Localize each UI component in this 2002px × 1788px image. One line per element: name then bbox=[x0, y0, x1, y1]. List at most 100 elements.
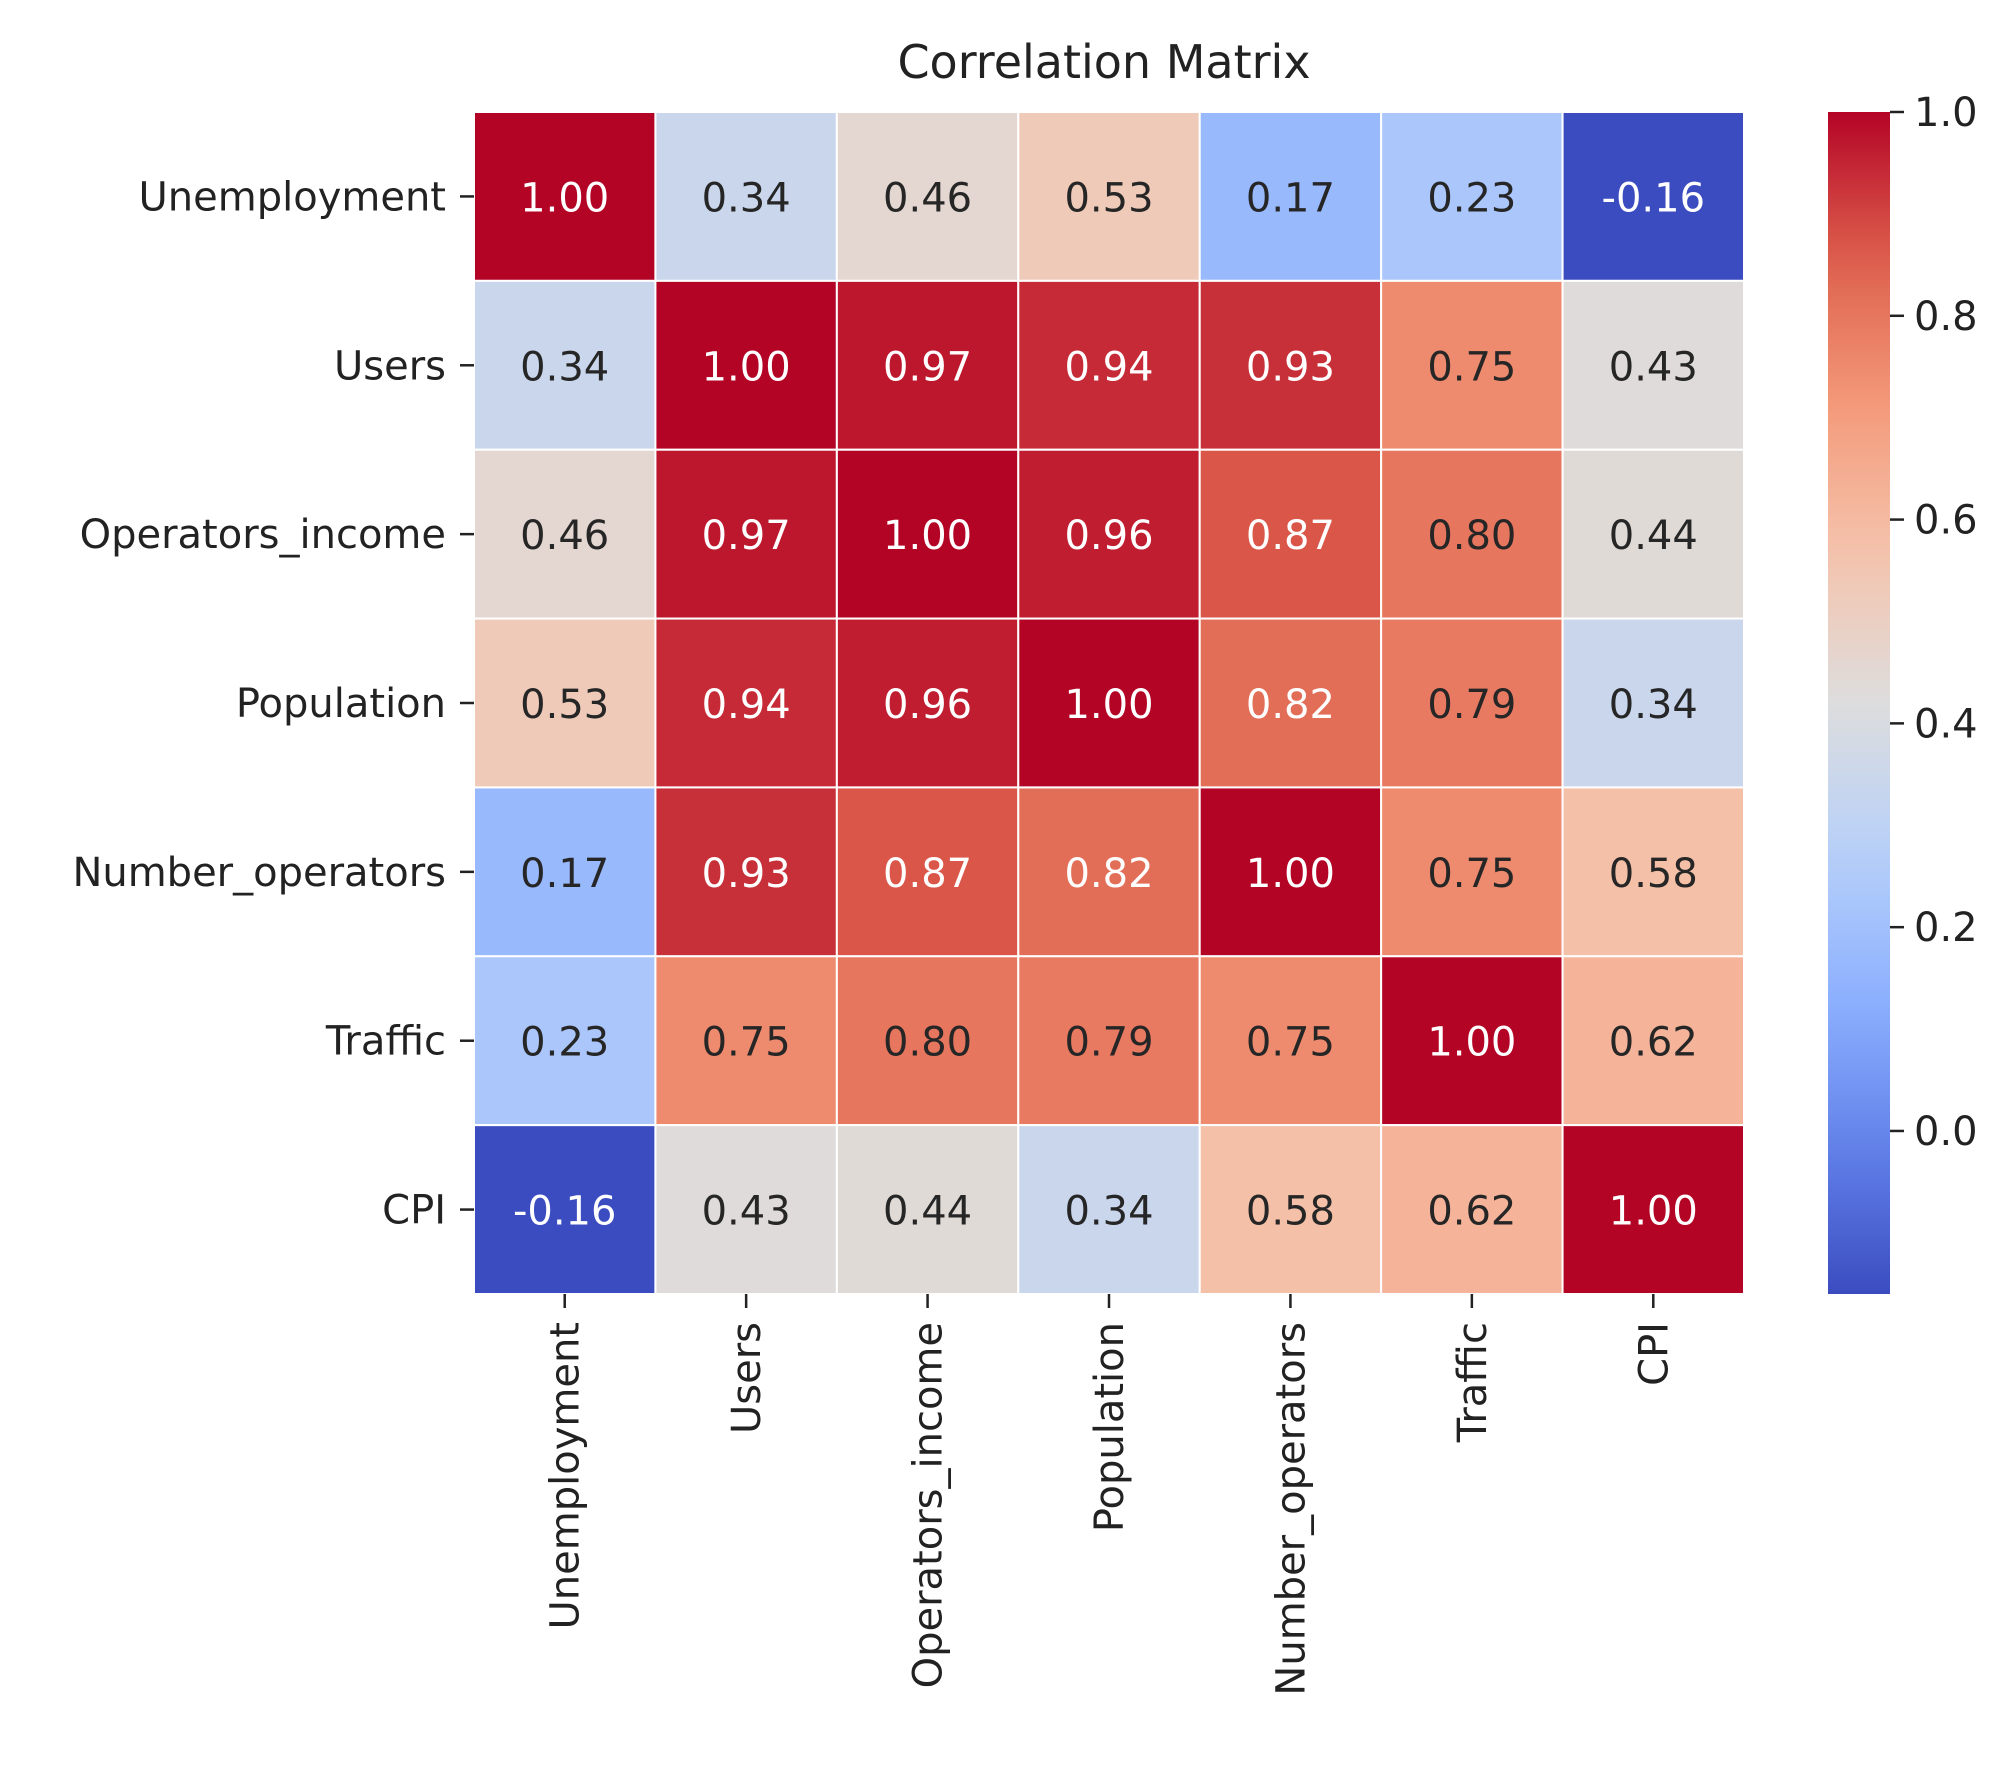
heatmap-cell-4-0 bbox=[473, 786, 657, 958]
cell-annotation-3-1: 0.94 bbox=[702, 682, 791, 728]
cell-annotation-5-2: 0.80 bbox=[883, 1020, 972, 1066]
cell-annotation-1-1: 1.00 bbox=[702, 344, 791, 390]
cell-annotation-4-2: 0.87 bbox=[883, 851, 972, 897]
heatmap-cell-0-3 bbox=[1017, 111, 1201, 282]
cell-annotation-6-1: 0.43 bbox=[702, 1189, 791, 1235]
heatmap-cell-6-0 bbox=[473, 1124, 657, 1295]
cell-annotation-0-5: 0.23 bbox=[1427, 175, 1516, 221]
cell-annotation-6-3: 0.34 bbox=[1064, 1189, 1153, 1235]
chart-title: Correlation Matrix bbox=[897, 35, 1310, 89]
cell-annotations: 1.00 0.34 0.46 0.53 0.17 0.23 -0.16 0.34 1.00 0.9… bbox=[513, 175, 1705, 1234]
cell-annotation-2-2: 1.00 bbox=[883, 513, 972, 559]
heatmap-cell-6-5 bbox=[1380, 1124, 1564, 1295]
cell-annotation-0-2: 0.46 bbox=[883, 175, 972, 221]
heatmap-cell-5-1 bbox=[654, 955, 838, 1127]
cell-annotation-1-5: 0.75 bbox=[1427, 344, 1516, 390]
y-tick-label: Operators_income bbox=[80, 512, 446, 558]
x-axis: Unemployment Users Operators_income Populat… bbox=[543, 1294, 1677, 1696]
heatmap-cell-2-1 bbox=[654, 448, 838, 620]
heatmap-cell-6-2 bbox=[835, 1124, 1020, 1295]
heatmap-cells bbox=[473, 111, 1745, 1295]
cell-annotation-1-2: 0.97 bbox=[883, 344, 972, 390]
cell-annotation-1-3: 0.94 bbox=[1064, 344, 1153, 390]
cell-annotation-3-4: 0.82 bbox=[1246, 682, 1335, 728]
cell-annotation-6-0: -0.16 bbox=[513, 1189, 617, 1235]
cell-annotation-6-2: 0.44 bbox=[883, 1189, 972, 1235]
cell-annotation-3-3: 1.00 bbox=[1064, 682, 1153, 728]
colorbar-tick-label: 0.4 bbox=[1914, 701, 1978, 747]
cell-annotation-6-5: 0.62 bbox=[1427, 1189, 1516, 1235]
x-tick-label: Population bbox=[1087, 1322, 1133, 1532]
heatmap-cell-5-0 bbox=[473, 955, 657, 1127]
cell-annotation-4-6: 0.58 bbox=[1609, 851, 1698, 897]
cell-annotation-6-4: 0.58 bbox=[1246, 1189, 1335, 1235]
heatmap-cell-3-3 bbox=[1017, 617, 1201, 789]
heatmap-cell-1-2 bbox=[835, 279, 1020, 451]
heatmap-cell-3-1 bbox=[654, 617, 838, 789]
heatmap-cell-2-3 bbox=[1017, 448, 1201, 620]
cell-annotation-0-4: 0.17 bbox=[1246, 175, 1335, 221]
y-tick-label: Number_operators bbox=[72, 850, 446, 896]
cell-annotation-2-5: 0.80 bbox=[1427, 513, 1516, 559]
colorbar-tick-label: 0.0 bbox=[1914, 1109, 1978, 1155]
cell-annotation-5-6: 0.62 bbox=[1609, 1020, 1698, 1066]
cell-annotation-4-3: 0.82 bbox=[1064, 851, 1153, 897]
y-tick-label: Population bbox=[236, 681, 446, 727]
colorbar-tick-label: 0.8 bbox=[1914, 294, 1978, 340]
x-tick-label: CPI bbox=[1631, 1322, 1677, 1386]
cell-annotation-1-0: 0.34 bbox=[520, 344, 609, 390]
heatmap-cell-5-3 bbox=[1017, 955, 1201, 1127]
cell-annotation-4-5: 0.75 bbox=[1427, 851, 1516, 897]
cell-annotation-5-3: 0.79 bbox=[1064, 1020, 1153, 1066]
cell-annotation-2-4: 0.87 bbox=[1246, 513, 1335, 559]
cell-annotation-4-1: 0.93 bbox=[702, 851, 791, 897]
heatmap-cell-3-0 bbox=[473, 617, 657, 789]
y-axis: Unemployment Users Operators_income Populat… bbox=[72, 174, 474, 1234]
heatmap-cell-6-6 bbox=[1561, 1124, 1745, 1295]
cell-annotation-5-1: 0.75 bbox=[702, 1020, 791, 1066]
x-tick-label: Number_operators bbox=[1268, 1322, 1314, 1696]
heatmap-cell-2-6 bbox=[1561, 448, 1745, 620]
heatmap-cell-3-5 bbox=[1380, 617, 1564, 789]
y-tick-label: Unemployment bbox=[139, 174, 446, 220]
heatmap-cell-0-5 bbox=[1380, 111, 1564, 282]
colorbar: 0.0 0.2 0.4 0.6 0.8 1.0 bbox=[1828, 90, 1978, 1294]
cell-annotation-4-0: 0.17 bbox=[520, 851, 609, 897]
y-tick-label: Users bbox=[334, 343, 446, 389]
cell-annotation-2-1: 0.97 bbox=[702, 513, 791, 559]
cell-annotation-3-6: 0.34 bbox=[1609, 682, 1698, 728]
heatmap-cell-6-3 bbox=[1017, 1124, 1201, 1295]
cell-annotation-4-4: 1.00 bbox=[1246, 851, 1335, 897]
cell-annotation-0-0: 1.00 bbox=[520, 175, 609, 221]
heatmap-cell-6-4 bbox=[1198, 1124, 1383, 1295]
cell-annotation-0-1: 0.34 bbox=[702, 175, 791, 221]
heatmap-cell-4-6 bbox=[1561, 786, 1745, 958]
heatmap-cell-0-0 bbox=[473, 111, 657, 282]
y-tick-label: Traffic bbox=[325, 1019, 446, 1065]
y-tick-label: CPI bbox=[382, 1188, 446, 1234]
heatmap-cell-3-6 bbox=[1561, 617, 1745, 789]
heatmap-cell-0-2 bbox=[835, 111, 1020, 282]
heatmap-cell-5-4 bbox=[1198, 955, 1383, 1127]
x-tick-label: Traffic bbox=[1450, 1322, 1496, 1443]
cell-annotation-3-2: 0.96 bbox=[883, 682, 972, 728]
cell-annotation-2-3: 0.96 bbox=[1064, 513, 1153, 559]
cell-annotation-1-4: 0.93 bbox=[1246, 344, 1335, 390]
cell-annotation-1-6: 0.43 bbox=[1609, 344, 1698, 390]
colorbar-gradient bbox=[1828, 112, 1890, 1294]
heatmap-cell-4-2 bbox=[835, 786, 1020, 958]
heatmap-cell-5-2 bbox=[835, 955, 1020, 1127]
x-tick-label: Users bbox=[724, 1322, 770, 1434]
heatmap-cell-2-4 bbox=[1198, 448, 1383, 620]
cell-annotation-2-6: 0.44 bbox=[1609, 513, 1698, 559]
heatmap-cell-1-5 bbox=[1380, 279, 1564, 451]
heatmap-cell-1-4 bbox=[1198, 279, 1383, 451]
colorbar-tick-label: 0.6 bbox=[1914, 498, 1978, 544]
cell-annotation-5-5: 1.00 bbox=[1427, 1020, 1516, 1066]
heatmap-cell-2-0 bbox=[473, 448, 657, 620]
cell-annotation-5-4: 0.75 bbox=[1246, 1020, 1335, 1066]
heatmap-cell-0-4 bbox=[1198, 111, 1383, 282]
x-tick-label: Unemployment bbox=[543, 1322, 589, 1629]
